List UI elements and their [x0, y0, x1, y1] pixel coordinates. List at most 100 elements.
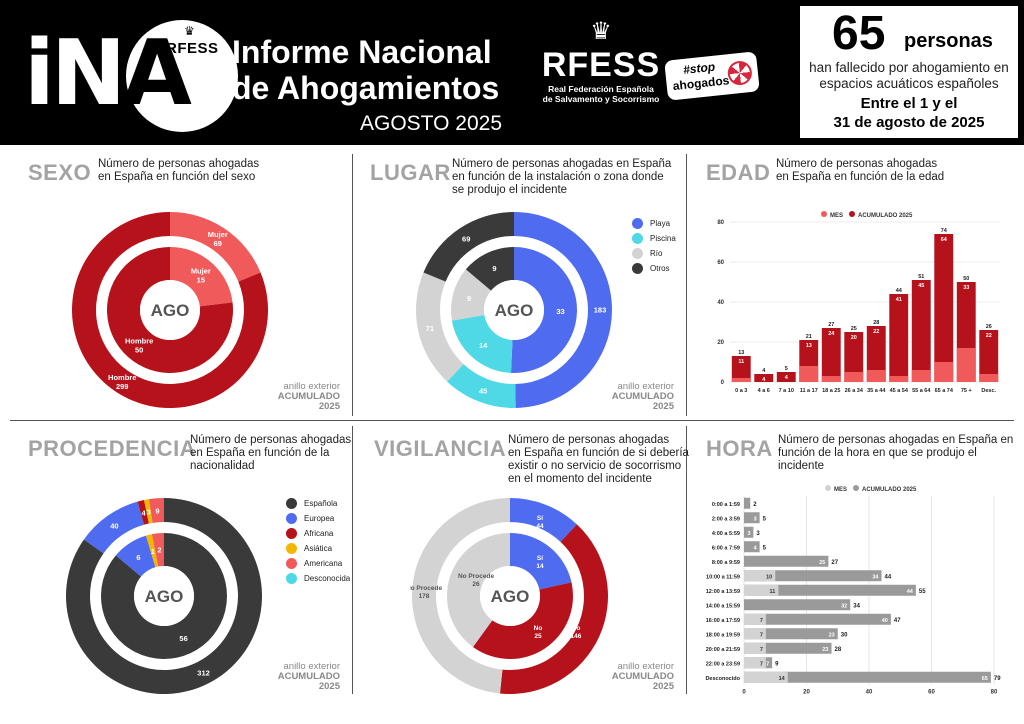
inner-label: 4: [762, 377, 766, 383]
bar-acumulado: [744, 584, 916, 596]
total-label: 44: [885, 574, 892, 580]
total-label: 5: [763, 545, 767, 551]
hora-desc-line: Número de personas ahogadas en España en: [778, 434, 1014, 446]
summary-line-2: espacios acuáticos españoles: [819, 76, 999, 91]
inner-label: 32: [841, 603, 847, 609]
total-label: 2: [753, 502, 757, 508]
bar-mes: [744, 657, 766, 669]
center-hole: [480, 566, 540, 626]
vig-outer-slice: [510, 498, 577, 542]
procedencia-donut-chart: 312 40 4 3 9 56 6 1 2 AGO: [65, 498, 262, 694]
total-label: 27: [831, 560, 838, 566]
legend-item: Europea: [286, 511, 350, 526]
ring-note-line: anillo exterior: [617, 661, 675, 672]
svg-lugar-inner-label: 14: [479, 341, 488, 350]
ring-note-line: 2025: [318, 681, 340, 692]
x-tick-label: 80: [991, 690, 998, 696]
svg-procedencia-outer-label: 9: [155, 506, 159, 515]
vig-outer-value: 178: [419, 593, 430, 600]
y-tick-label: 0:00 a 1:59: [712, 502, 740, 508]
legend-label: Europea: [304, 514, 335, 523]
vig-inner-label: Sí: [537, 555, 543, 562]
summary-line-1: han fallecido por ahogamiento en: [809, 60, 1009, 75]
total-label: 28: [873, 320, 879, 326]
vigilancia-desc-line: en España en función de si debería: [508, 447, 689, 459]
mes-label: 7: [760, 618, 763, 624]
bar-acumulado: [934, 234, 954, 382]
procedencia-description: Número de personas ahogadas en España en…: [190, 434, 351, 473]
lifebuoy-icon: [726, 59, 754, 87]
sexo-desc-line: Número de personas ahogadas: [98, 158, 260, 170]
svg-sexo-inner-slice: [170, 247, 233, 307]
legend-swatch: [853, 485, 859, 491]
bar-acumulado: [744, 512, 760, 524]
inner-label: 41: [896, 297, 902, 303]
legend-label: Río: [650, 249, 663, 258]
mes-label: 7: [760, 647, 763, 653]
svg-procedencia-inner-slice: [115, 535, 156, 577]
y-tick-label: 12:00 a 13:59: [706, 589, 740, 595]
divider-v2-bottom: [686, 426, 687, 694]
inner-label: 25: [819, 560, 825, 566]
x-tick-label: 55 a 64: [912, 388, 931, 394]
total-label: 79: [994, 676, 1001, 682]
bar-acumulado: [744, 613, 891, 625]
legend-swatch: [632, 248, 643, 259]
ring-note-line: ACUMULADO: [611, 391, 674, 402]
legend-swatch: [286, 498, 297, 509]
legend-label: MES: [830, 213, 843, 219]
bar-acumulado: [844, 332, 864, 382]
vigilancia-desc-line: Número de personas ahogadas: [508, 434, 670, 446]
vig-inner-slice: [447, 533, 510, 647]
svg-procedencia-inner-label: 2: [157, 546, 161, 555]
bar-acumulado: [776, 372, 796, 382]
logo-circle: [126, 20, 238, 132]
bar-mes: [844, 372, 864, 382]
vig-outer-value: 44: [536, 523, 544, 530]
rfess-subtitle-2: de Salvamento y Socorrismo: [542, 94, 660, 104]
bar-mes: [744, 584, 779, 596]
bar-acumulado: [866, 326, 886, 382]
ring-note-line: anillo exterior: [283, 381, 341, 392]
y-tick-label: 8:00 a 9:59: [712, 560, 740, 566]
ring-note-line: anillo exterior: [283, 661, 341, 672]
royal-crown-icon: ♛: [590, 18, 612, 45]
legend-swatch: [286, 513, 297, 524]
svg-procedencia-outer-slice: [149, 498, 164, 523]
svg-lugar-outer-slice: [416, 272, 464, 382]
divider-v2-top: [686, 154, 687, 416]
svg-lugar-outer-label: 45: [479, 386, 487, 395]
center-label: AGO: [491, 587, 530, 606]
center-label: AGO: [151, 301, 190, 320]
vig-outer-label: No: [572, 625, 581, 632]
procedencia-ring-note: anillo exterior ACUMULADO 2025: [240, 662, 340, 692]
lugar-ring-note: anillo exterior ACUMULADO 2025: [574, 382, 674, 412]
total-label: 9: [775, 661, 779, 667]
bar-mes: [799, 366, 819, 382]
y-tick-label: 14:00 a 15:59: [706, 603, 740, 609]
total-label: 26: [986, 324, 992, 330]
edad-description: Número de personas ahogadas en España en…: [776, 158, 944, 184]
procedencia-desc-line: nacionalidad: [190, 460, 255, 472]
x-tick-label: 60: [928, 690, 935, 696]
bar-acumulado: [979, 330, 999, 382]
vig-inner-value: 14: [536, 563, 544, 570]
legend-label: Otros: [650, 264, 670, 273]
x-tick-label: 65 a 74: [935, 388, 954, 394]
inner-label: 23: [829, 632, 835, 638]
svg-lugar-inner-slice: [510, 247, 577, 373]
legend-item: Playa: [632, 216, 676, 231]
total-label: 13: [738, 350, 744, 356]
y-tick-label: 16:00 a 17:59: [706, 618, 740, 624]
inner-label: 64: [941, 237, 948, 243]
lugar-desc-line: Número de personas ahogadas en España: [452, 158, 672, 170]
inner-label: 3: [754, 516, 757, 522]
procedencia-desc-line: Número de personas ahogadas: [190, 434, 352, 446]
bar-acumulado: [744, 671, 991, 683]
ring-note-line: anillo exterior: [617, 381, 675, 392]
vigilancia-desc-line: en el momento del incidente: [508, 473, 652, 485]
bar-acumulado: [744, 570, 882, 582]
legend-label: MES: [834, 487, 847, 493]
legend-label: Africana: [304, 529, 334, 538]
